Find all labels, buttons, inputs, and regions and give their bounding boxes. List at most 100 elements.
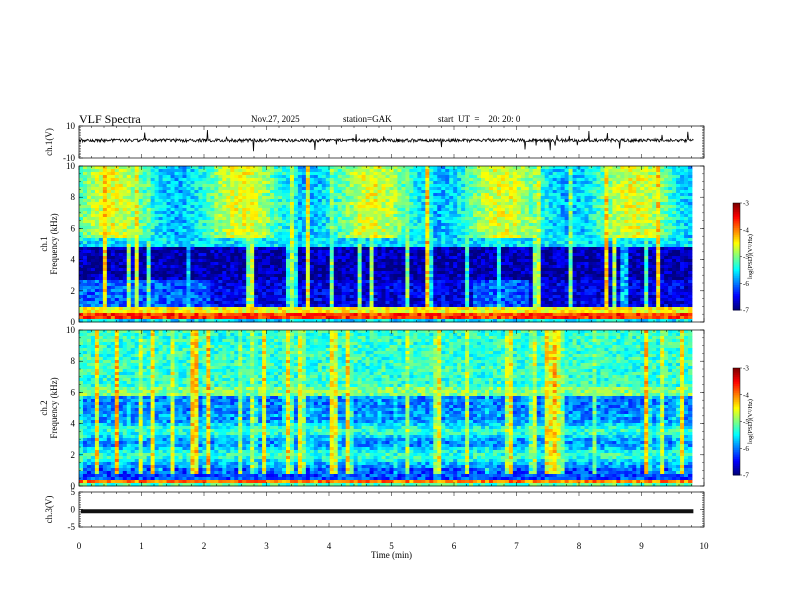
- spec-cell: [262, 226, 266, 229]
- spec-cell: [596, 259, 600, 262]
- spec-cell: [107, 214, 111, 217]
- spec-cell: [210, 253, 214, 256]
- spec-cell: [194, 235, 198, 238]
- spec-cell: [79, 238, 83, 241]
- spec-cell: [282, 175, 286, 178]
- spec-cell: [596, 184, 600, 187]
- spec-cell: [386, 244, 390, 247]
- spec-cell: [258, 193, 262, 196]
- spec-cell: [362, 184, 366, 187]
- spec-cell: [600, 247, 604, 250]
- spec-cell: [493, 178, 497, 181]
- spec-cell: [461, 169, 465, 172]
- spec-cell: [95, 211, 99, 214]
- spec-cell: [218, 205, 222, 208]
- spec-cell: [465, 193, 469, 196]
- spec-cell: [163, 199, 167, 202]
- spec-cell: [266, 226, 270, 229]
- spec-cell: [461, 232, 465, 235]
- spec-cell: [688, 178, 692, 181]
- spec-cell: [79, 256, 83, 259]
- spec-cell: [306, 217, 310, 220]
- spec-cell: [302, 214, 306, 217]
- spec-cell: [533, 166, 537, 169]
- spec-cell: [421, 196, 425, 199]
- spec-cell: [592, 241, 596, 244]
- spec-cell: [123, 253, 127, 256]
- spec-cell: [565, 247, 569, 250]
- spec-cell: [569, 193, 573, 196]
- spec-cell: [473, 253, 477, 256]
- spec-cell: [99, 220, 103, 223]
- spec-cell: [350, 214, 354, 217]
- spec-cell: [143, 193, 147, 196]
- spec-cell: [107, 169, 111, 172]
- spec-cell: [401, 259, 405, 262]
- spec-cell: [493, 190, 497, 193]
- spec-cell: [143, 238, 147, 241]
- spec-cell: [131, 181, 135, 184]
- spec-cell: [481, 181, 485, 184]
- spec-cell: [246, 229, 250, 232]
- spec-cell: [493, 241, 497, 244]
- spec-cell: [147, 229, 151, 232]
- spec-cell: [218, 223, 222, 226]
- spec-cell: [270, 238, 274, 241]
- spec-cell: [378, 184, 382, 187]
- spec-cell: [362, 181, 366, 184]
- spec-cell: [159, 172, 163, 175]
- spec-cell: [529, 199, 533, 202]
- spec-cell: [393, 247, 397, 250]
- spec-cell: [234, 199, 238, 202]
- spec-cell: [318, 229, 322, 232]
- spec-cell: [182, 181, 186, 184]
- spec-cell: [242, 256, 246, 259]
- spec-cell: [573, 208, 577, 211]
- spec-cell: [111, 199, 115, 202]
- spec-cell: [278, 172, 282, 175]
- spec-cell: [445, 175, 449, 178]
- spec-cell: [600, 202, 604, 205]
- spec-cell: [254, 259, 258, 262]
- spec-cell: [521, 193, 525, 196]
- spec-cell: [445, 223, 449, 226]
- spec-cell: [457, 175, 461, 178]
- spec-cell: [254, 169, 258, 172]
- spec-cell: [87, 184, 91, 187]
- spec-cell: [210, 178, 214, 181]
- spec-cell: [194, 217, 198, 220]
- spec-cell: [83, 214, 87, 217]
- spec-cell: [521, 187, 525, 190]
- spec-cell: [469, 241, 473, 244]
- spec-cell: [457, 178, 461, 181]
- spec-cell: [278, 214, 282, 217]
- spec-cell: [338, 223, 342, 226]
- spec-cell: [83, 247, 87, 250]
- spec-cell: [179, 226, 183, 229]
- spec-cell: [664, 169, 668, 172]
- spec-cell: [401, 169, 405, 172]
- spec-cell: [278, 250, 282, 253]
- spec-cell: [632, 187, 636, 190]
- spec-cell: [350, 166, 354, 169]
- spec-cell: [278, 199, 282, 202]
- spec-cell: [354, 187, 358, 190]
- spec-cell: [206, 178, 210, 181]
- spec-cell: [608, 250, 612, 253]
- spec-cell: [167, 181, 171, 184]
- spec-cell: [202, 178, 206, 181]
- spec-cell: [636, 223, 640, 226]
- spec-cell: [577, 235, 581, 238]
- spec-cell: [549, 184, 553, 187]
- spec-cell: [616, 238, 620, 241]
- spec-cell: [592, 178, 596, 181]
- spec-cell: [179, 217, 183, 220]
- spec-cell: [147, 202, 151, 205]
- spec-cell: [286, 214, 290, 217]
- spec-cell: [171, 244, 175, 247]
- spec-cell: [346, 190, 350, 193]
- spec-cell: [91, 202, 95, 205]
- spec-cell: [107, 184, 111, 187]
- spec-cell: [330, 223, 334, 226]
- spec-cell: [119, 190, 123, 193]
